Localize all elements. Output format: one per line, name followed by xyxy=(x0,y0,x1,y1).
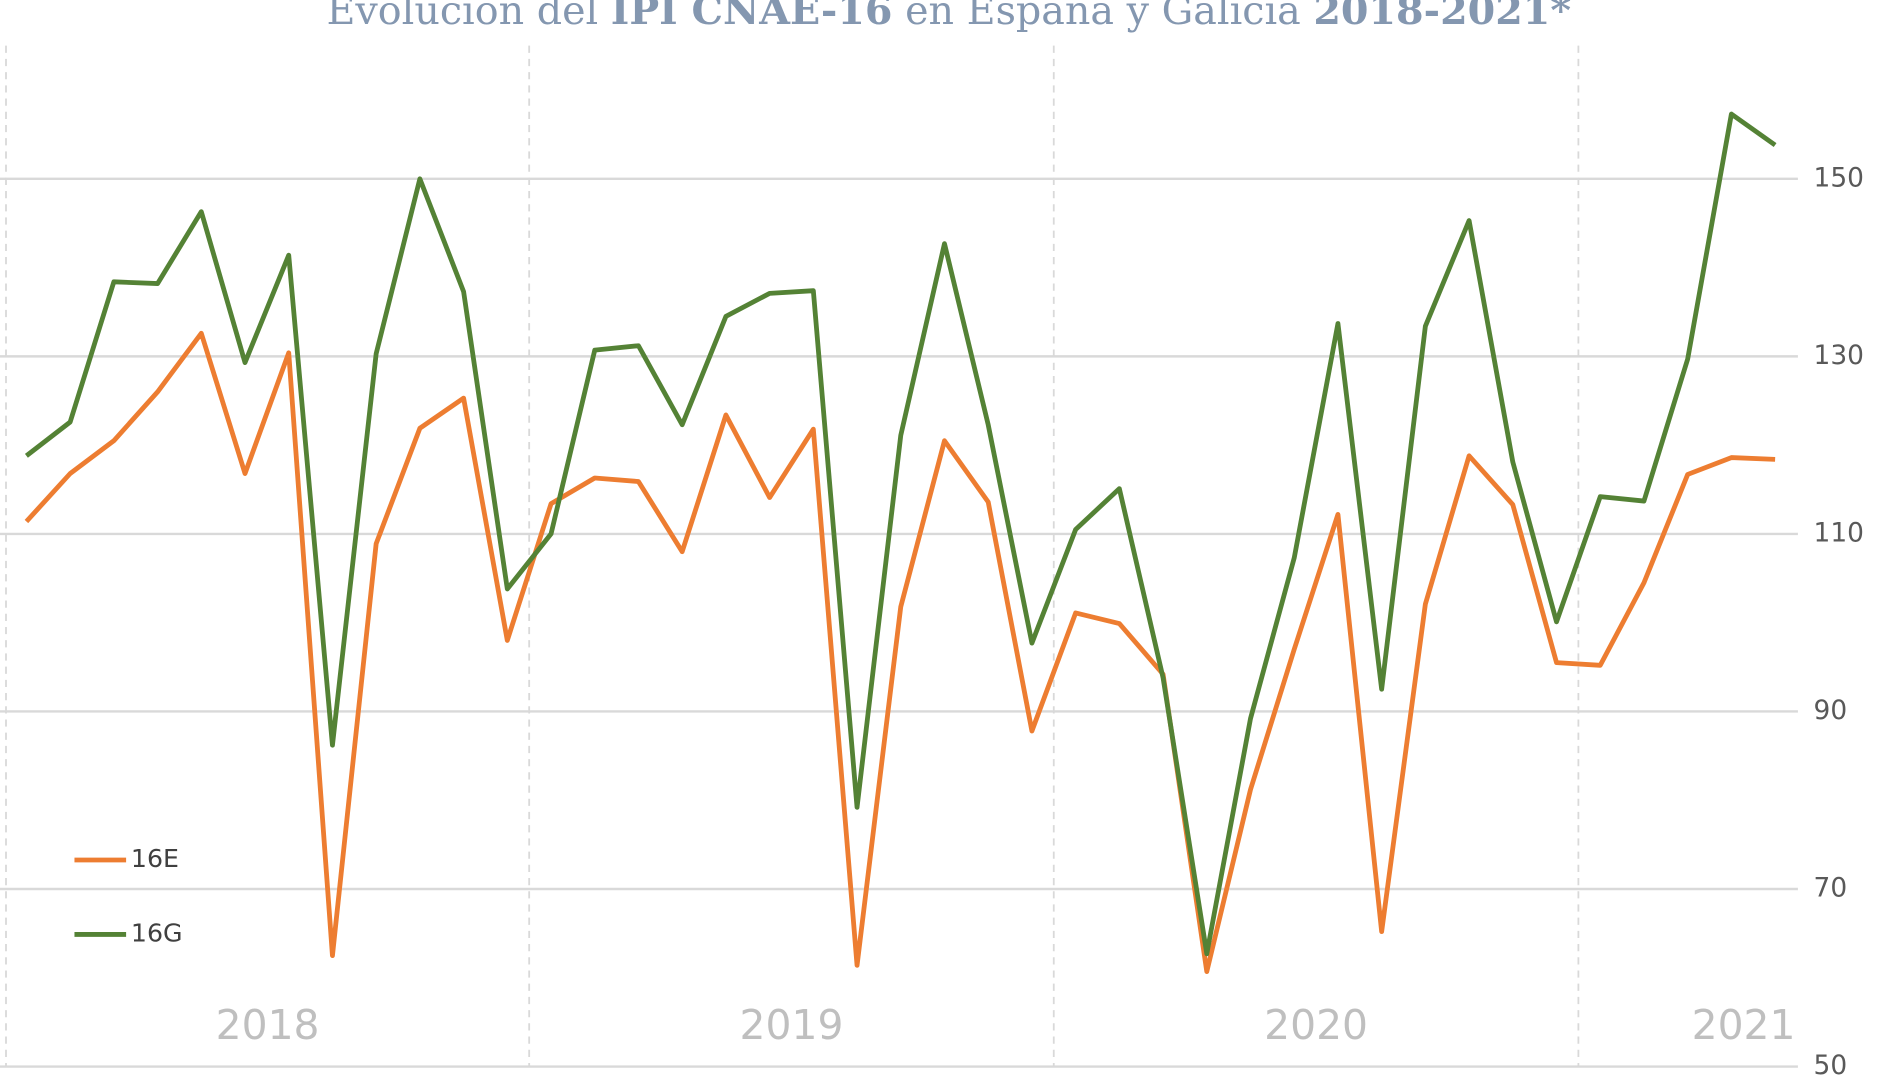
x-year-label: 2018 xyxy=(216,1001,320,1049)
title-part: en España y Galicia xyxy=(893,0,1314,34)
legend-label: 16G xyxy=(131,918,183,947)
title-part: 2018-2021* xyxy=(1313,0,1571,34)
y-tick-label: 90 xyxy=(1814,695,1848,726)
line-series xyxy=(24,330,1776,974)
y-tick-label: 50 xyxy=(1814,1050,1848,1081)
x-year-label: 2021 xyxy=(1692,1001,1796,1049)
y-tick-label: 70 xyxy=(1814,873,1848,904)
x-year-label: 2020 xyxy=(1264,1001,1368,1049)
title-part: Evolución del xyxy=(327,0,611,34)
y-tick-label: 130 xyxy=(1814,340,1864,371)
x-year-label: 2019 xyxy=(740,1001,844,1049)
y-tick-label: 110 xyxy=(1814,517,1864,548)
title-part: IPI CNAE-16 xyxy=(611,0,893,34)
line-series xyxy=(24,111,1777,957)
y-tick-label: 150 xyxy=(1814,162,1864,193)
legend-label: 16E xyxy=(131,844,179,873)
chart-title: Evolución del IPI CNAE-16 en España y Ga… xyxy=(327,0,1572,34)
